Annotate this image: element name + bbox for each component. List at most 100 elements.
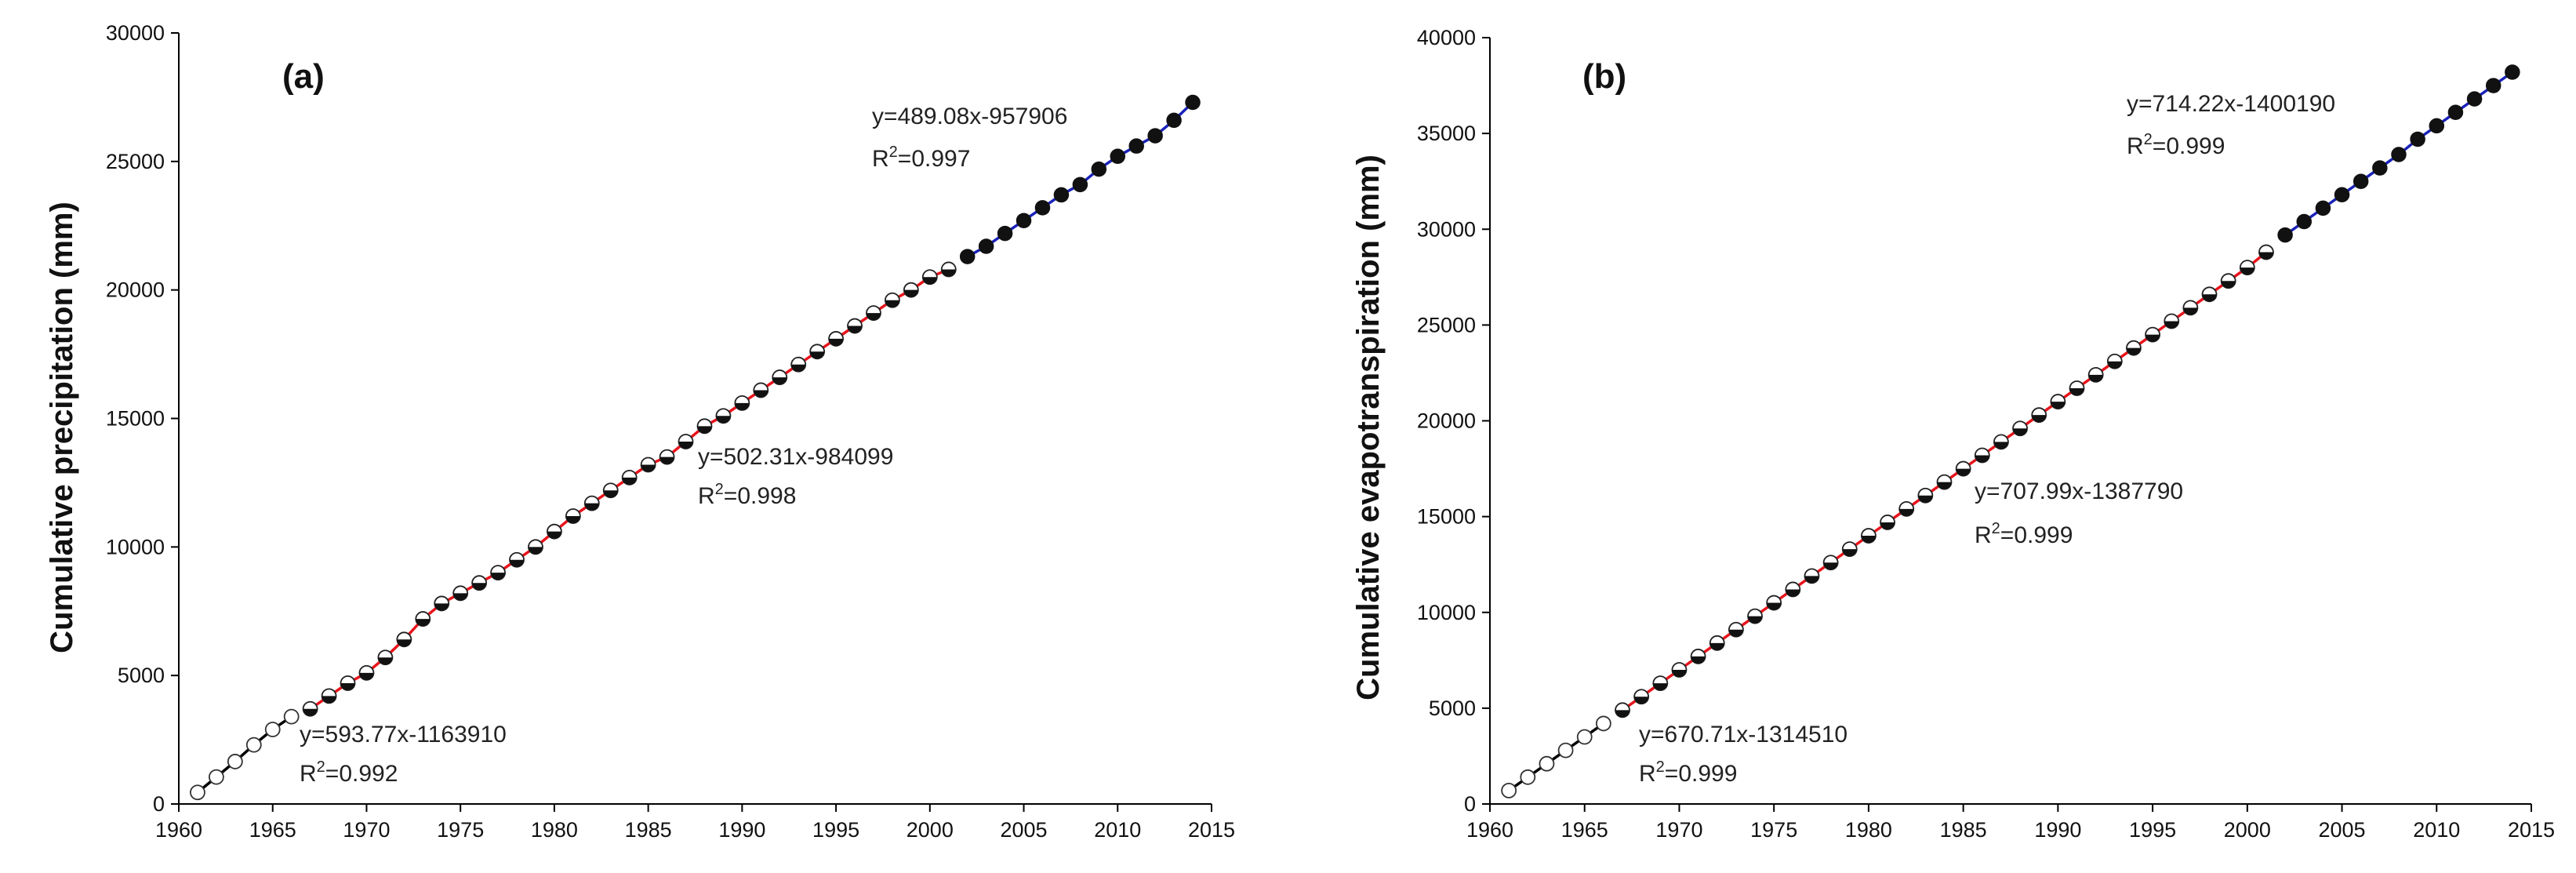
marker-half-fill — [416, 619, 431, 627]
data-point — [1520, 769, 1536, 785]
marker-filled — [2353, 173, 2369, 189]
marker-half-fill — [941, 269, 956, 277]
marker-half-fill — [2145, 334, 2160, 342]
y-tick-label: 5000 — [118, 664, 165, 687]
data-point — [2372, 160, 2388, 176]
x-tick-label: 2005 — [2319, 818, 2366, 842]
r-squared-text: R2=0.999 — [1639, 758, 1737, 787]
marker-half-fill — [1786, 589, 1800, 597]
data-point — [1671, 662, 1688, 678]
data-point — [847, 318, 863, 334]
data-point — [547, 523, 562, 540]
marker-filled — [2505, 64, 2520, 80]
data-point — [2447, 104, 2464, 121]
data-point — [2429, 118, 2445, 134]
x-tick-label: 1965 — [249, 818, 296, 842]
x-tick-label: 1985 — [1940, 818, 1987, 842]
x-tick-label: 2000 — [2224, 818, 2271, 842]
marker-half-fill — [2183, 307, 2198, 315]
data-point — [2505, 64, 2520, 80]
x-tick-label: 1965 — [1561, 818, 1608, 842]
marker-half-fill — [2051, 402, 2066, 409]
marker-open — [1539, 755, 1555, 772]
x-tick-label: 1970 — [343, 818, 390, 842]
data-point — [2258, 244, 2274, 260]
data-point — [1147, 128, 1163, 144]
r-squared-text: R2=0.999 — [1975, 520, 2073, 548]
marker-half-fill — [678, 441, 693, 449]
data-point — [2296, 213, 2313, 230]
marker-open — [208, 769, 224, 785]
data-point — [1539, 755, 1555, 772]
data-point — [1993, 434, 2009, 450]
y-tick-label: 25000 — [106, 150, 165, 173]
data-point — [2201, 286, 2218, 303]
data-point — [753, 382, 769, 398]
data-point — [1595, 715, 1611, 732]
data-point — [2050, 394, 2066, 409]
marker-filled — [2372, 160, 2388, 176]
data-point — [208, 769, 224, 785]
data-point — [921, 269, 938, 286]
x-tick-label: 1990 — [718, 818, 765, 842]
y-tick-label: 15000 — [106, 407, 165, 431]
marker-half-fill — [2107, 361, 2122, 369]
x-tick-label: 1975 — [437, 818, 484, 842]
axes: 1960 1965 1970 1975 1980 1985 1990 1995 2000 2005… — [1417, 26, 2555, 842]
marker-half-fill — [1767, 602, 1782, 610]
data-point — [2485, 78, 2502, 93]
x-tick-label: 1980 — [531, 818, 578, 842]
marker-half-fill — [2126, 347, 2141, 355]
panel-label: (b) — [1582, 57, 1626, 96]
data-point — [565, 508, 581, 524]
marker-half-fill — [622, 477, 637, 485]
panel-a: Cumulative precipitation (mm) (a) y=593.… — [45, 21, 1235, 842]
x-tick-label: 1980 — [1845, 818, 1892, 842]
annotation-fit-3: y=489.08x-957906 R2=0.997 — [872, 104, 1067, 172]
data-point — [602, 482, 619, 499]
marker-half-fill — [322, 696, 336, 704]
marker-half-fill — [2221, 281, 2236, 289]
data-point — [978, 238, 994, 254]
marker-half-fill — [2240, 267, 2254, 275]
data-point — [866, 305, 881, 322]
marker-half-fill — [1880, 522, 1895, 529]
panel-b: Cumulative evapotranspiration (mm) (b) y… — [1351, 26, 2555, 842]
data-point — [828, 331, 844, 347]
data-point — [940, 261, 957, 278]
marker-open — [283, 708, 300, 725]
data-point — [1955, 460, 1971, 477]
marker-half-fill — [1691, 656, 1706, 664]
marker-half-fill — [772, 377, 787, 385]
data-point — [2145, 326, 2160, 343]
data-point — [245, 737, 262, 753]
marker-half-fill — [922, 277, 937, 285]
y-tick-label: 30000 — [1417, 217, 1476, 241]
data-point — [1034, 200, 1051, 216]
marker-half-fill — [434, 603, 449, 611]
marker-half-fill — [829, 338, 844, 346]
data-point — [1936, 474, 1953, 490]
marker-open — [1576, 729, 1593, 745]
marker-half-fill — [885, 300, 899, 307]
marker-filled — [978, 238, 994, 254]
r-squared-text: R2=0.992 — [300, 758, 398, 787]
r-squared-text: R2=0.998 — [698, 481, 796, 509]
marker-half-fill — [1672, 670, 1687, 678]
marker-half-fill — [1975, 455, 1989, 463]
data-point — [1861, 528, 1877, 544]
marker-half-fill — [603, 490, 618, 498]
annotation-fit-3: y=714.22x-1400190 R2=0.999 — [2127, 91, 2335, 159]
data-point — [283, 708, 300, 725]
marker-filled — [959, 249, 976, 264]
marker-filled — [1034, 200, 1051, 216]
data-point — [227, 754, 243, 769]
data-point — [1633, 689, 1650, 705]
marker-half-fill — [2088, 374, 2103, 382]
marker-half-fill — [510, 559, 525, 567]
equation-text: y=707.99x-1387790 — [1975, 478, 2183, 504]
marker-half-fill — [735, 402, 750, 410]
data-point — [415, 611, 431, 627]
data-point — [452, 585, 469, 602]
